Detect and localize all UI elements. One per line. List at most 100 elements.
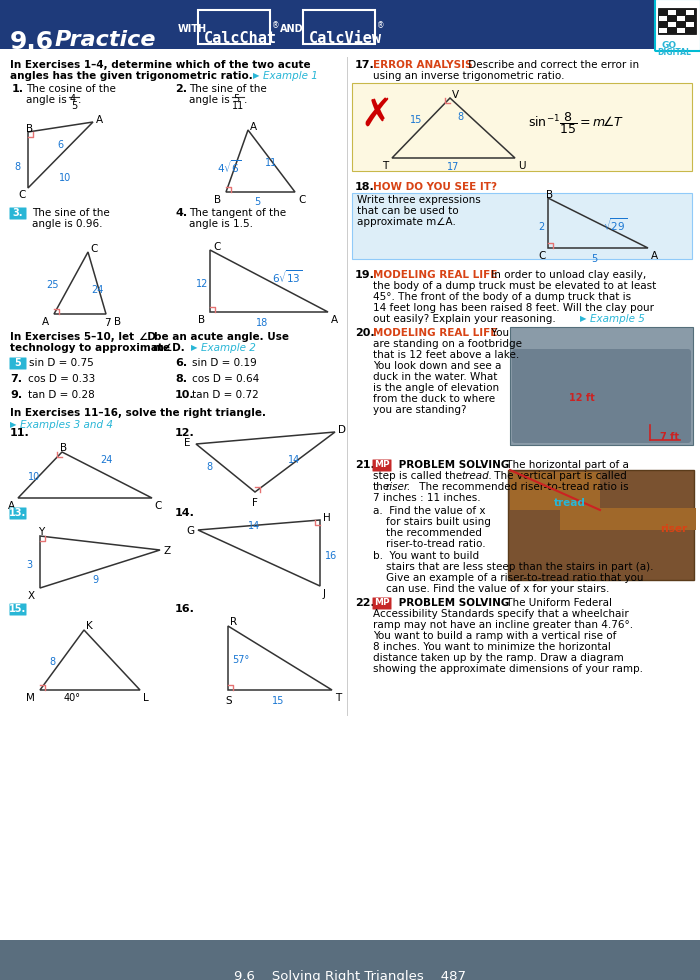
Text: DIGITAL: DIGITAL [657,48,691,57]
Text: B: B [26,124,33,134]
Text: ramp may not have an incline greater than 4.76°.: ramp may not have an incline greater tha… [373,620,633,630]
Text: 20.: 20. [355,328,374,338]
Bar [659,16,667,21]
Text: a.  Find the value of x: a. Find the value of x [373,506,486,516]
Text: WITH: WITH [178,24,207,34]
Text: C: C [154,501,162,511]
Text: ✗: ✗ [360,96,393,134]
Bar [659,28,667,33]
Text: A: A [250,122,257,132]
Bar [508,470,694,580]
Text: 45°. The front of the body of a dump truck that is: 45°. The front of the body of a dump tru… [373,292,631,302]
Text: 5: 5 [254,197,260,207]
Text: 15: 15 [272,696,284,706]
Text: 24: 24 [91,285,104,295]
Text: The horizontal part of a: The horizontal part of a [503,460,629,470]
Text: 24: 24 [100,455,113,465]
Text: PROBLEM SOLVING: PROBLEM SOLVING [395,460,510,470]
Text: CalcView: CalcView [309,31,382,46]
Text: are standing on a footbridge: are standing on a footbridge [373,339,522,349]
Text: can use. Find the value of x for your stairs.: can use. Find the value of x for your st… [373,584,610,594]
Text: T: T [382,161,389,171]
Bar [686,22,694,27]
Text: Describe and correct the error in: Describe and correct the error in [465,60,639,70]
Text: 7 ft: 7 ft [660,432,679,442]
Text: 8: 8 [14,162,20,172]
Text: $\sqrt{29}$: $\sqrt{29}$ [603,216,627,232]
Text: J: J [323,589,326,599]
Text: MODELING REAL LIFE: MODELING REAL LIFE [373,270,498,280]
FancyBboxPatch shape [372,460,391,471]
FancyBboxPatch shape [352,83,692,171]
Text: angle is: angle is [189,95,230,105]
Text: 9.6: 9.6 [10,30,54,54]
Text: 5: 5 [233,94,239,104]
Text: C: C [538,251,545,261]
Text: A: A [8,501,15,511]
Text: Example 1: Example 1 [263,71,318,81]
Text: 4: 4 [70,94,76,104]
Text: b.  You want to build: b. You want to build [373,551,479,561]
Text: PROBLEM SOLVING: PROBLEM SOLVING [395,598,510,608]
Text: 17.: 17. [355,60,374,70]
Text: X: X [28,591,35,601]
Bar [668,10,676,15]
Text: A: A [96,115,103,125]
Text: riser: riser [660,524,687,534]
FancyBboxPatch shape [512,349,691,443]
Text: You: You [488,328,509,338]
Text: ▶: ▶ [10,420,17,429]
Text: In Exercises 5–10, let: In Exercises 5–10, let [10,332,134,342]
Text: V: V [452,90,459,100]
Text: The cosine of the: The cosine of the [26,84,116,94]
Text: $\sin^{-1}\!\dfrac{8}{15} = m\!\angle T$: $\sin^{-1}\!\dfrac{8}{15} = m\!\angle T$ [528,110,624,136]
Text: GO: GO [661,41,676,50]
Text: the: the [373,482,390,492]
Text: 8 inches. You want to minimize the horizontal: 8 inches. You want to minimize the horiz… [373,642,611,652]
FancyBboxPatch shape [0,0,659,49]
Text: ®: ® [272,21,279,30]
Text: ▶: ▶ [580,314,587,323]
Text: angle is 1.5.: angle is 1.5. [189,219,253,229]
Text: 5: 5 [71,101,77,111]
Text: angles has the given trigonometric ratio.: angles has the given trigonometric ratio… [10,71,253,81]
Bar [677,16,685,21]
Text: Example 2: Example 2 [201,343,256,353]
Text: cos D = 0.64: cos D = 0.64 [192,374,259,384]
Text: Y: Y [38,527,44,537]
Text: tan D = 0.72: tan D = 0.72 [192,390,259,400]
Text: 10: 10 [59,173,71,183]
Text: ∠D: ∠D [138,332,156,342]
Text: 18.: 18. [355,182,374,192]
Text: 12 ft: 12 ft [569,393,595,403]
Text: In order to unload clay easily,: In order to unload clay easily, [488,270,646,280]
Text: ▶: ▶ [253,71,260,80]
Text: AND: AND [280,24,304,34]
Text: riser.: riser. [386,482,412,492]
Text: Z: Z [163,546,170,556]
Text: $6\sqrt{13}$: $6\sqrt{13}$ [272,268,303,284]
Text: 11: 11 [232,101,244,111]
Text: 7 inches : 11 inches.: 7 inches : 11 inches. [373,493,481,503]
Text: 6.: 6. [175,358,187,368]
Text: angle is 0.96.: angle is 0.96. [32,219,102,229]
Text: D: D [338,425,346,435]
Text: In Exercises 11–16, solve the right triangle.: In Exercises 11–16, solve the right tria… [10,408,266,418]
Bar [560,508,696,530]
Bar [510,327,693,445]
FancyBboxPatch shape [198,10,270,44]
Text: 8: 8 [457,112,463,122]
Text: 25: 25 [46,280,59,290]
Text: U: U [518,161,526,171]
Text: 1.: 1. [12,84,24,94]
Text: E: E [184,438,190,448]
Text: In Exercises 1–4, determine which of the two acute: In Exercises 1–4, determine which of the… [10,60,311,70]
Text: 11: 11 [265,158,277,168]
Text: sin D = 0.75: sin D = 0.75 [29,358,94,368]
Text: 9.6    Solving Right Triangles    487: 9.6 Solving Right Triangles 487 [234,970,466,980]
Text: for stairs built using: for stairs built using [373,517,491,527]
Text: sin D = 0.19: sin D = 0.19 [192,358,257,368]
Text: 14.: 14. [175,508,195,518]
Text: 15.: 15. [9,604,27,613]
Text: Examples 3 and 4: Examples 3 and 4 [20,420,113,430]
